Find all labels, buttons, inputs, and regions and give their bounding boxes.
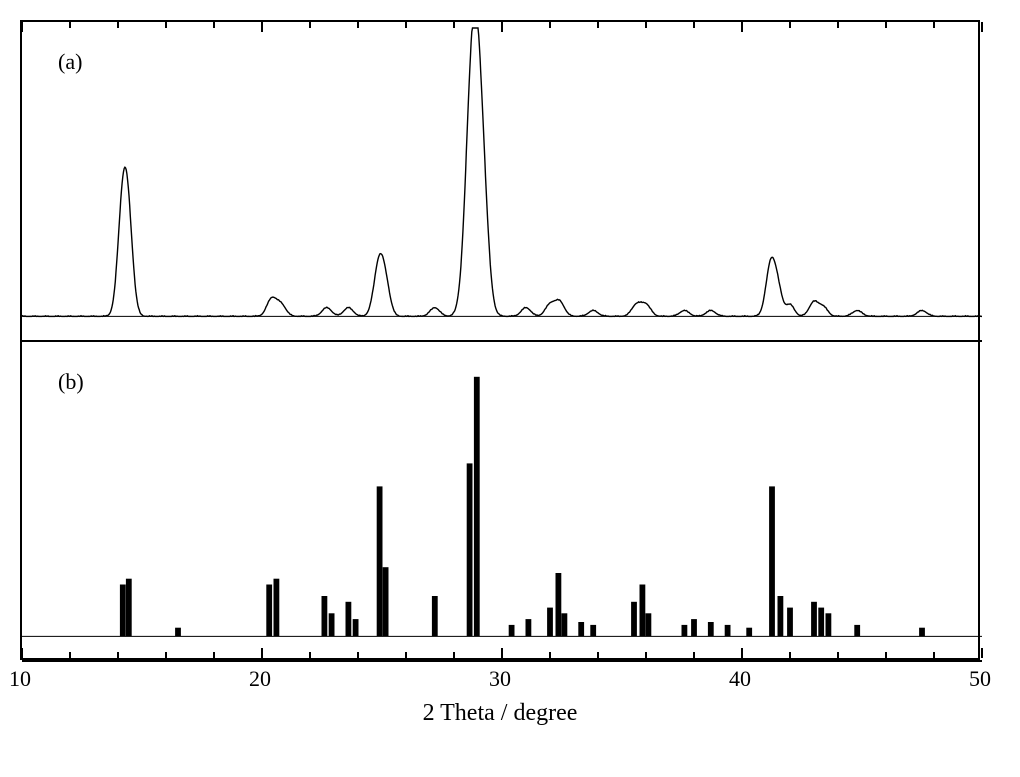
stick-peak <box>547 608 553 637</box>
stick-peak <box>854 625 860 637</box>
x-tick-major-top <box>261 22 263 32</box>
x-tick-minor <box>597 652 599 658</box>
stick-peak <box>778 596 784 636</box>
x-tick-minor-top <box>645 22 647 28</box>
plot-a <box>22 22 982 342</box>
stick-peak <box>556 573 562 636</box>
stick-peak <box>919 628 925 637</box>
x-tick-major <box>741 648 743 658</box>
x-tick-minor-top <box>357 22 359 28</box>
x-tick-minor <box>165 652 167 658</box>
x-tick-label: 40 <box>729 666 751 692</box>
x-tick-minor <box>885 652 887 658</box>
stick-peak <box>646 613 652 636</box>
x-tick-minor-top <box>213 22 215 28</box>
x-tick-major <box>981 648 983 658</box>
x-tick-major <box>261 648 263 658</box>
x-tick-major <box>21 648 23 658</box>
stick-peak <box>432 596 438 636</box>
panel-b: (b) <box>22 342 982 662</box>
x-tick-minor <box>357 652 359 658</box>
panel-label-a: (a) <box>58 49 82 75</box>
stick-peak <box>562 613 568 636</box>
x-tick-minor <box>837 652 839 658</box>
x-axis-label: 2 Theta / degree <box>20 700 980 727</box>
x-tick-minor <box>645 652 647 658</box>
panel-label-b: (b) <box>58 369 84 395</box>
stick-peak <box>691 619 697 636</box>
stick-peak <box>787 608 793 637</box>
x-tick-minor-top <box>69 22 71 28</box>
stick-peak <box>322 596 328 636</box>
x-tick-label: 50 <box>969 666 991 692</box>
xrd-chart: (a) (b) <box>20 20 980 660</box>
stick-peak <box>346 602 352 637</box>
stick-peak <box>266 585 272 637</box>
stick-peak <box>509 625 515 637</box>
stick-peak <box>640 585 646 637</box>
stick-peak <box>175 628 181 637</box>
stick-peak <box>383 567 389 636</box>
x-tick-minor <box>213 652 215 658</box>
stick-peak <box>377 486 383 636</box>
x-tick-minor <box>933 652 935 658</box>
stick-peak <box>126 579 132 637</box>
stick-peak <box>590 625 596 637</box>
stick-peak <box>682 625 688 637</box>
x-tick-minor-top <box>405 22 407 28</box>
x-tick-minor-top <box>885 22 887 28</box>
x-tick-minor <box>549 652 551 658</box>
x-tick-label: 30 <box>489 666 511 692</box>
x-tick-major-top <box>501 22 503 32</box>
x-tick-major-top <box>981 22 983 32</box>
stick-peak <box>474 377 480 637</box>
x-tick-minor-top <box>453 22 455 28</box>
stick-peak <box>329 613 335 636</box>
panel-a: (a) <box>22 22 982 342</box>
stick-peak <box>769 486 775 636</box>
x-tick-minor-top <box>693 22 695 28</box>
stick-peak <box>526 619 532 636</box>
stick-peak <box>811 602 817 637</box>
x-tick-label: 20 <box>249 666 271 692</box>
x-tick-minor <box>693 652 695 658</box>
x-tick-major <box>501 648 503 658</box>
xrd-trace-a <box>22 28 982 316</box>
x-tick-minor <box>405 652 407 658</box>
x-tick-major-top <box>741 22 743 32</box>
x-axis: 10203040502 Theta / degree <box>20 660 980 740</box>
stick-peak <box>725 625 731 637</box>
stick-peak <box>467 463 473 636</box>
stick-peak <box>818 608 824 637</box>
x-tick-minor-top <box>837 22 839 28</box>
stick-peak <box>120 585 126 637</box>
plot-b <box>22 342 982 662</box>
x-tick-label: 10 <box>9 666 31 692</box>
x-tick-minor <box>789 652 791 658</box>
x-tick-minor-top <box>933 22 935 28</box>
stick-peak <box>274 579 280 637</box>
x-tick-minor <box>309 652 311 658</box>
stick-peak <box>826 613 832 636</box>
x-tick-minor-top <box>789 22 791 28</box>
stick-peak <box>631 602 637 637</box>
x-tick-minor <box>117 652 119 658</box>
x-tick-minor <box>453 652 455 658</box>
stick-peak <box>746 628 752 637</box>
x-tick-minor-top <box>549 22 551 28</box>
stick-peak <box>708 622 714 636</box>
x-tick-major-top <box>21 22 23 32</box>
stick-peak <box>578 622 584 636</box>
stick-peak <box>353 619 359 636</box>
x-tick-minor-top <box>117 22 119 28</box>
x-tick-minor-top <box>309 22 311 28</box>
x-tick-minor <box>69 652 71 658</box>
x-tick-minor-top <box>597 22 599 28</box>
x-tick-minor-top <box>165 22 167 28</box>
